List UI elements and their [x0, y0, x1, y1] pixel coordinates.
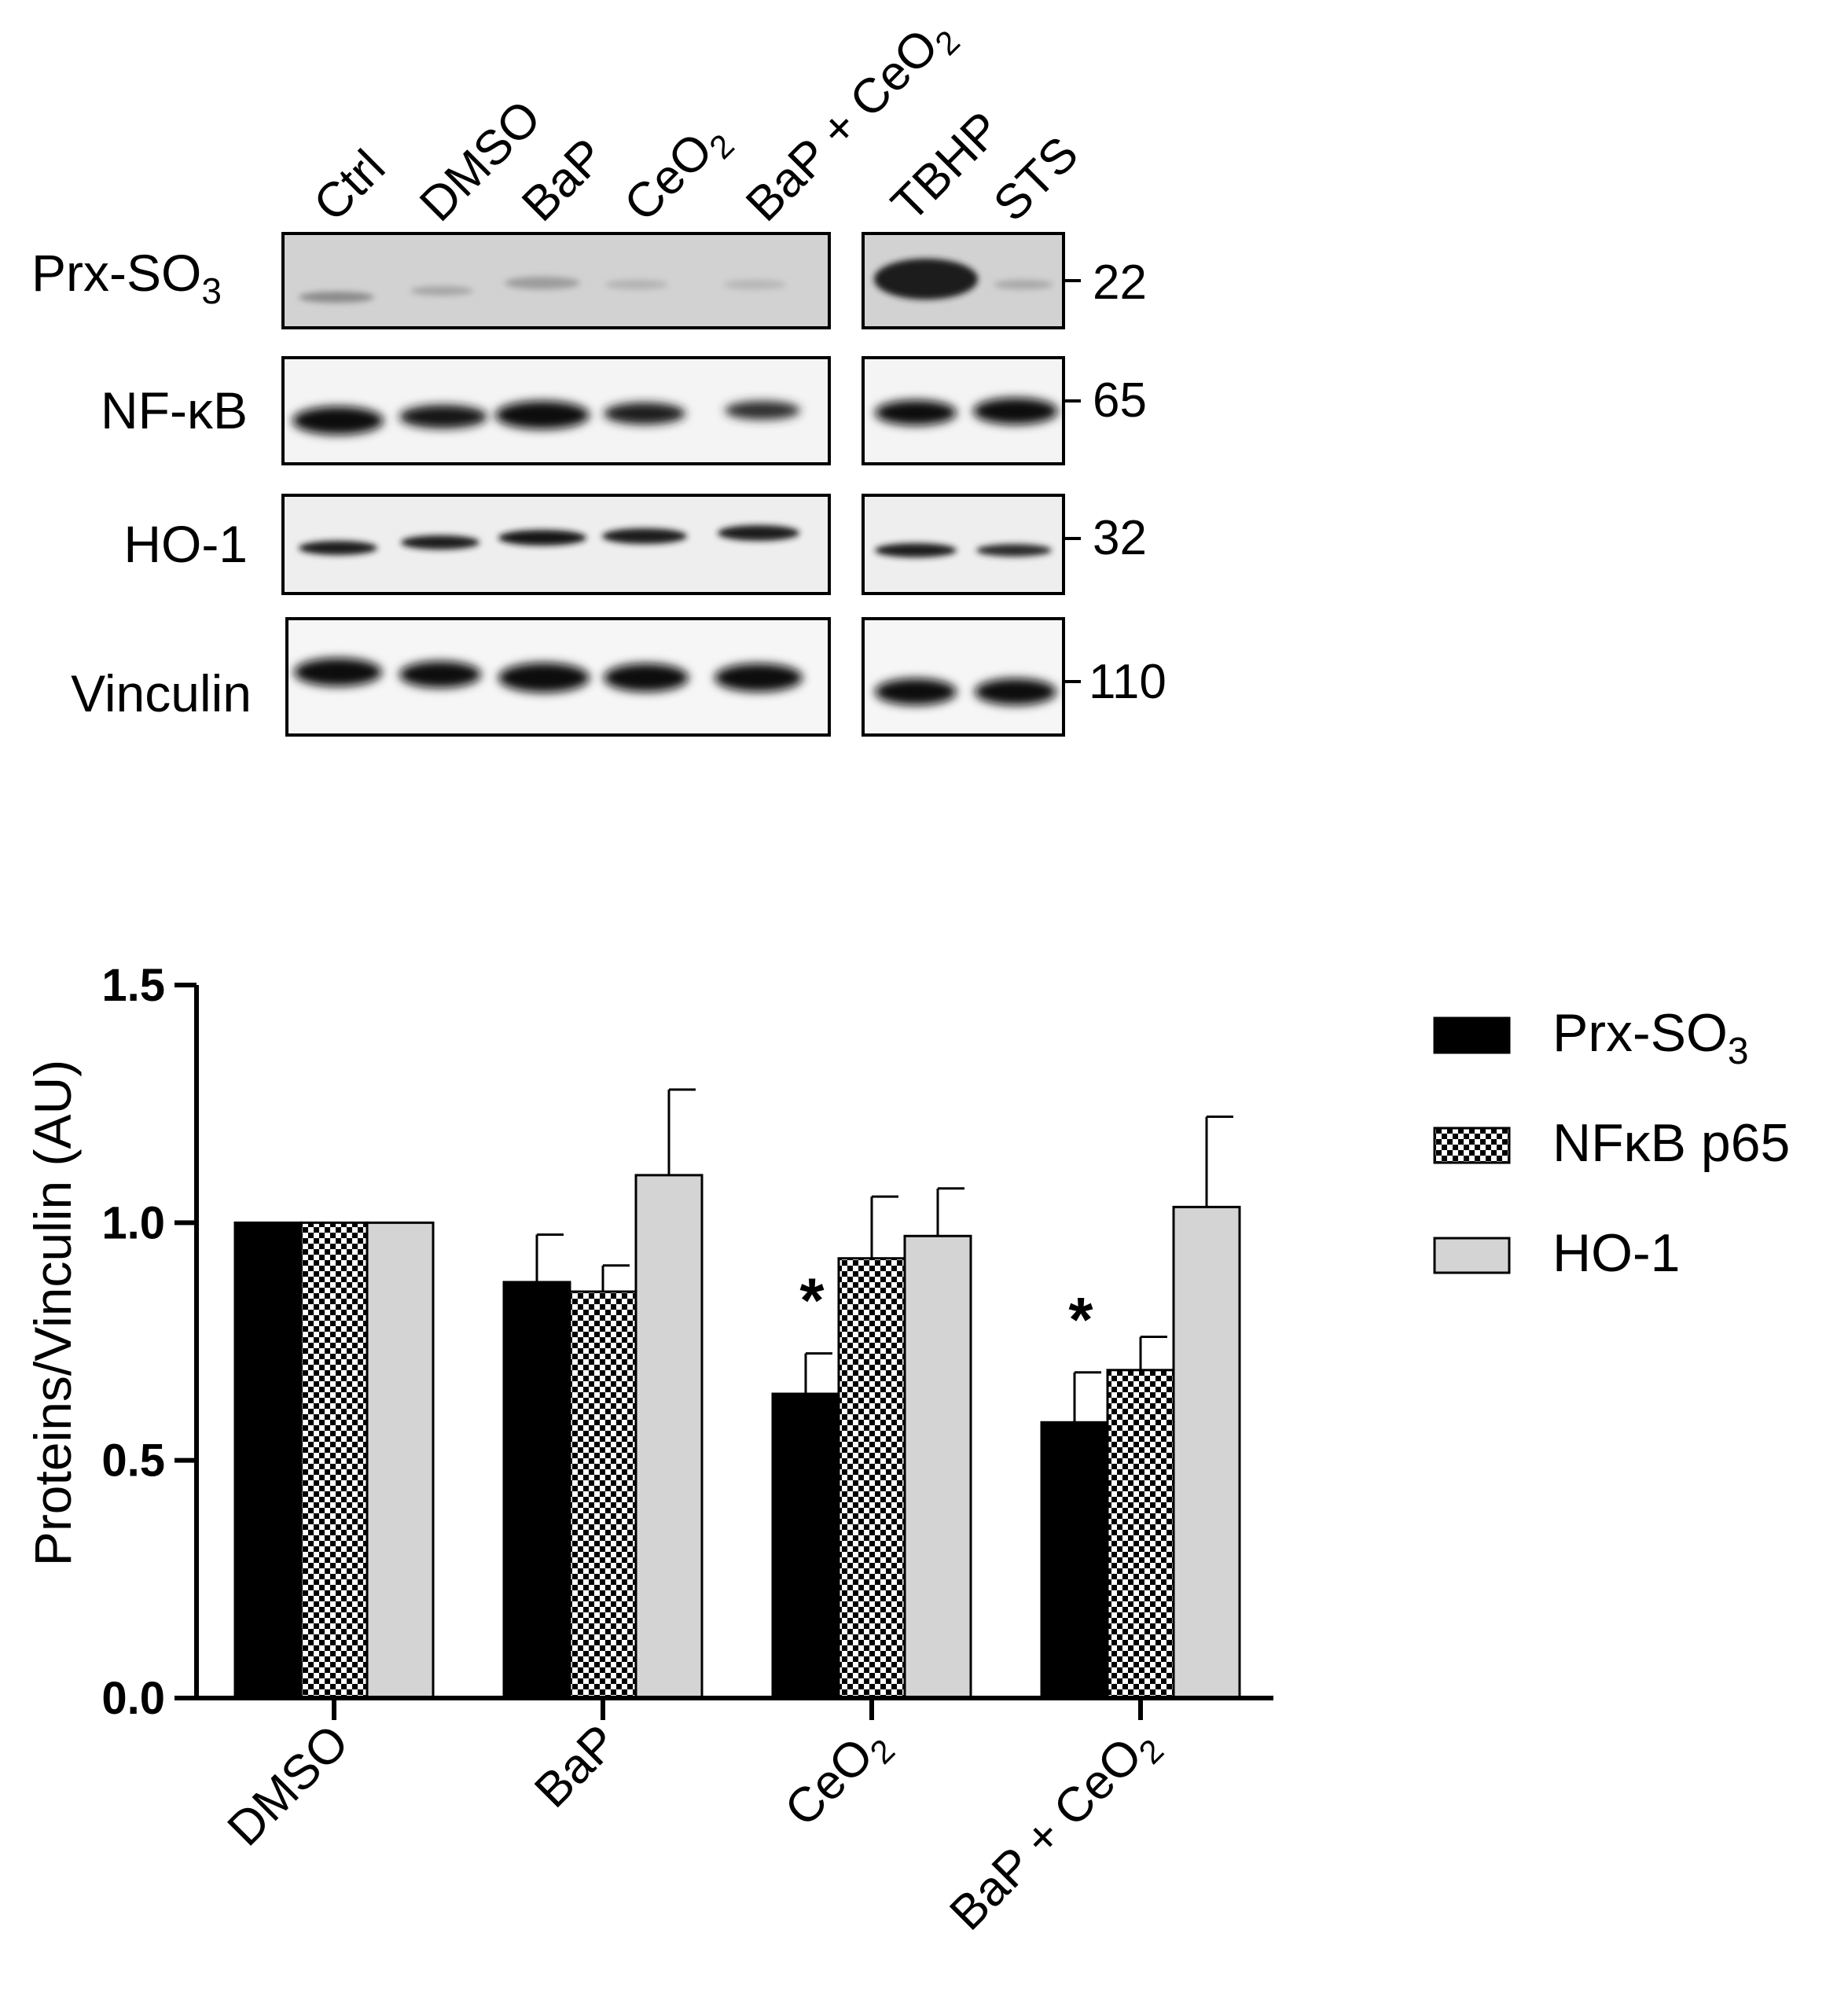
blot-band	[718, 525, 799, 541]
row-label-prx-so3: Prx-SO3	[31, 244, 222, 311]
legend-label: Prx-SO3	[1552, 1003, 1749, 1072]
blot-band	[299, 292, 374, 303]
blot-band	[715, 663, 803, 692]
blot-band	[399, 661, 481, 688]
blot-band	[292, 406, 384, 435]
blot-band	[973, 398, 1058, 425]
bar	[366, 1221, 435, 1700]
mw-label: 22	[1093, 255, 1147, 310]
mw-label: 65	[1093, 373, 1147, 428]
x-tick-label: DMSO	[218, 1715, 359, 1856]
legend-swatch	[1433, 1016, 1511, 1054]
row-label-nfkb: NF-κB	[101, 381, 248, 439]
blot-row-ho1: 32	[281, 494, 1147, 595]
blot-band	[401, 535, 479, 550]
x-tick-label: BaP + CeO2	[939, 1715, 1170, 1946]
blot-band	[495, 401, 590, 429]
row-label-vinculin: Vinculin	[71, 664, 252, 722]
bar	[299, 1221, 369, 1700]
blot-box	[862, 617, 1065, 737]
blot-band	[725, 401, 800, 420]
bar	[903, 1234, 972, 1700]
blot-row-prx-so3: 22	[281, 232, 1147, 329]
blot-band	[498, 530, 586, 546]
legend-item: Prx-SO3	[1433, 1003, 1749, 1072]
blot-row-nfkb: 65	[281, 356, 1147, 465]
blot-band	[604, 403, 685, 425]
significance-marker: *	[1068, 1285, 1093, 1355]
x-tick-label: BaP	[524, 1715, 628, 1818]
blot-band	[976, 544, 1052, 557]
blot-band	[505, 277, 580, 289]
blot-band	[875, 678, 957, 705]
bar	[771, 1392, 840, 1700]
blot-band	[399, 405, 487, 428]
blot-band	[874, 259, 978, 300]
y-tick-label: 1.5	[101, 960, 165, 1011]
row-label-ho1: HO-1	[123, 515, 248, 573]
lane-label-ctrl: Ctrl	[303, 140, 395, 232]
blot-band	[723, 280, 786, 289]
blot-band	[605, 280, 668, 289]
bars: * *	[233, 1088, 1241, 1700]
y-tick-label: 0.5	[101, 1435, 165, 1487]
y-tick-label: 1.0	[101, 1197, 165, 1248]
bar	[502, 1281, 571, 1700]
legend-item: HO-1	[1433, 1223, 1680, 1283]
bar	[634, 1174, 704, 1700]
bar-group	[233, 1221, 435, 1700]
blot-band	[294, 658, 382, 686]
blot-band	[975, 678, 1056, 705]
mw-label: 32	[1093, 511, 1147, 565]
bar	[568, 1290, 637, 1700]
row-labels: Prx-SO3 NF-κB HO-1 Vinculin	[31, 244, 252, 722]
y-axis: 0.0 0.5 1.0 1.5	[101, 960, 199, 1724]
bar	[1040, 1421, 1109, 1700]
western-blot: Ctrl DMSO BaP CeO2 BaP + CeO2 TBHP STS P…	[31, 19, 1166, 737]
legend-label: NFκB p65	[1552, 1113, 1790, 1173]
blot-band	[498, 663, 590, 693]
bar-chart: 0.00.51.01.5 * * DMSO BaP CeO2 BaP + CeO2 Pr…	[24, 960, 1790, 1946]
x-tick-label: CeO2	[774, 1715, 902, 1842]
blot-band	[875, 400, 957, 425]
bar	[1172, 1205, 1241, 1700]
y-tick-label: 0.0	[101, 1673, 165, 1724]
y-axis-label: Proteins/Vinculin (AU)	[24, 1060, 82, 1566]
blot-band	[410, 286, 473, 296]
blot-band	[299, 541, 377, 555]
bar-group: *	[771, 1187, 972, 1700]
blot-box	[862, 494, 1065, 595]
blot-band	[602, 528, 687, 544]
blot-band	[875, 543, 957, 557]
blot-row-vinculin: 110	[285, 617, 1166, 737]
x-axis: DMSO BaP CeO2 BaP + CeO2	[197, 1696, 1273, 1946]
bar-group	[502, 1088, 704, 1700]
legend-item: NFκB p65	[1433, 1113, 1790, 1173]
lane-labels: Ctrl DMSO BaP CeO2 BaP + CeO2 TBHP STS	[303, 19, 1089, 237]
bar	[1106, 1369, 1175, 1700]
legend-label: HO-1	[1552, 1223, 1680, 1283]
bar	[837, 1257, 906, 1700]
significance-marker: *	[799, 1266, 825, 1336]
legend-swatch	[1433, 1127, 1511, 1164]
bar-group: *	[1040, 1115, 1241, 1700]
bar	[233, 1221, 303, 1700]
lane-label-ceo2: CeO2	[614, 109, 741, 237]
legend: Prx-SO3 NFκB p65 HO-1	[1433, 1003, 1790, 1283]
blot-band	[604, 663, 689, 692]
blot-band	[994, 280, 1053, 289]
legend-swatch	[1433, 1237, 1511, 1274]
lane-label-tbhp: TBHP	[881, 101, 1012, 232]
mw-label: 110	[1089, 655, 1166, 709]
